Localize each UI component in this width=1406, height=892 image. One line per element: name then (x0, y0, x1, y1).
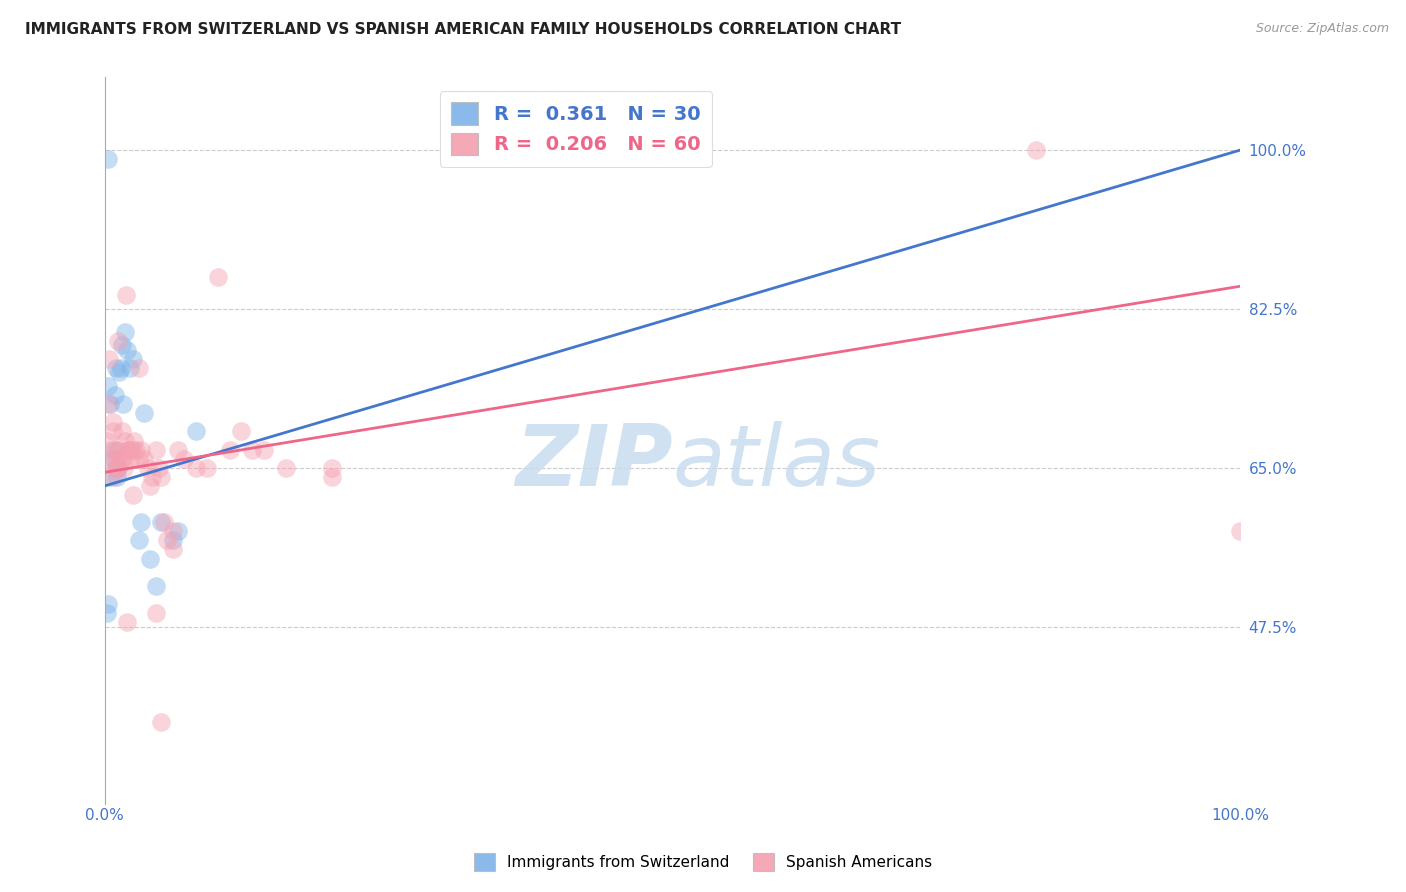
Point (148, 460, 170, 475)
Point (128, 451, 150, 466)
Point (145, 606, 167, 620)
Point (1229, 524, 1251, 539)
Point (150, 515, 173, 529)
Point (104, 388, 127, 402)
Point (128, 533, 150, 548)
Point (97, 152, 120, 166)
Point (156, 533, 179, 548)
Point (107, 460, 129, 475)
Point (145, 442, 167, 457)
Point (1025, 143, 1047, 157)
Point (97, 597, 120, 611)
Point (105, 451, 128, 466)
Point (115, 288, 138, 302)
Point (111, 451, 134, 466)
Point (118, 442, 141, 457)
Point (218, 442, 240, 457)
Point (108, 366, 131, 380)
Point (96, 606, 118, 620)
Point (150, 470, 173, 484)
Point (152, 515, 174, 529)
Point (98, 397, 121, 411)
Point (145, 579, 167, 593)
Point (117, 442, 139, 457)
Point (107, 460, 129, 475)
Point (107, 334, 129, 348)
Point (321, 470, 343, 484)
Point (162, 533, 184, 548)
Point (122, 488, 145, 502)
Point (101, 451, 124, 466)
Point (184, 460, 207, 475)
Point (112, 460, 135, 475)
Point (276, 460, 298, 475)
Point (129, 442, 152, 457)
Point (122, 434, 145, 448)
Point (110, 360, 132, 375)
Point (96, 434, 118, 448)
Point (134, 451, 156, 466)
Point (98, 351, 121, 366)
Text: Source: ZipAtlas.com: Source: ZipAtlas.com (1256, 22, 1389, 36)
Legend: R =  0.361   N = 30, R =  0.206   N = 60: R = 0.361 N = 30, R = 0.206 N = 60 (440, 91, 713, 167)
Point (321, 460, 343, 475)
Point (253, 442, 276, 457)
Point (120, 451, 142, 466)
Point (117, 343, 139, 357)
Point (240, 442, 263, 457)
Point (117, 615, 139, 629)
Point (141, 470, 163, 484)
Point (101, 425, 124, 439)
Point (103, 442, 125, 457)
Point (150, 714, 173, 729)
Point (100, 470, 122, 484)
Point (103, 470, 125, 484)
Point (173, 451, 195, 466)
Point (195, 460, 218, 475)
Point (129, 515, 152, 529)
Point (101, 416, 124, 430)
Point (139, 479, 162, 493)
Point (98, 442, 121, 457)
Point (97, 379, 120, 393)
Point (111, 397, 134, 411)
Point (162, 542, 184, 557)
Point (114, 434, 136, 448)
Point (108, 442, 131, 457)
Point (134, 406, 156, 420)
Point (167, 442, 190, 457)
Point (128, 360, 150, 375)
Point (105, 460, 128, 475)
Point (114, 325, 136, 339)
Point (184, 425, 207, 439)
Point (122, 442, 145, 457)
Point (125, 442, 148, 457)
Text: ZIP: ZIP (515, 421, 672, 504)
Legend: Immigrants from Switzerland, Spanish Americans: Immigrants from Switzerland, Spanish Ame… (468, 847, 938, 877)
Point (457, 143, 479, 157)
Point (105, 442, 128, 457)
Text: atlas: atlas (672, 421, 880, 504)
Text: IMMIGRANTS FROM SWITZERLAND VS SPANISH AMERICAN FAMILY HOUSEHOLDS CORRELATION CH: IMMIGRANTS FROM SWITZERLAND VS SPANISH A… (25, 22, 901, 37)
Point (139, 551, 162, 566)
Point (167, 524, 190, 539)
Point (105, 360, 128, 375)
Point (136, 460, 159, 475)
Point (207, 270, 229, 285)
Point (117, 442, 139, 457)
Point (122, 351, 145, 366)
Point (110, 451, 132, 466)
Point (105, 470, 128, 484)
Point (111, 425, 134, 439)
Point (111, 338, 134, 352)
Point (100, 451, 122, 466)
Point (118, 360, 141, 375)
Point (104, 460, 127, 475)
Point (97, 397, 120, 411)
Point (162, 524, 184, 539)
Point (229, 425, 252, 439)
